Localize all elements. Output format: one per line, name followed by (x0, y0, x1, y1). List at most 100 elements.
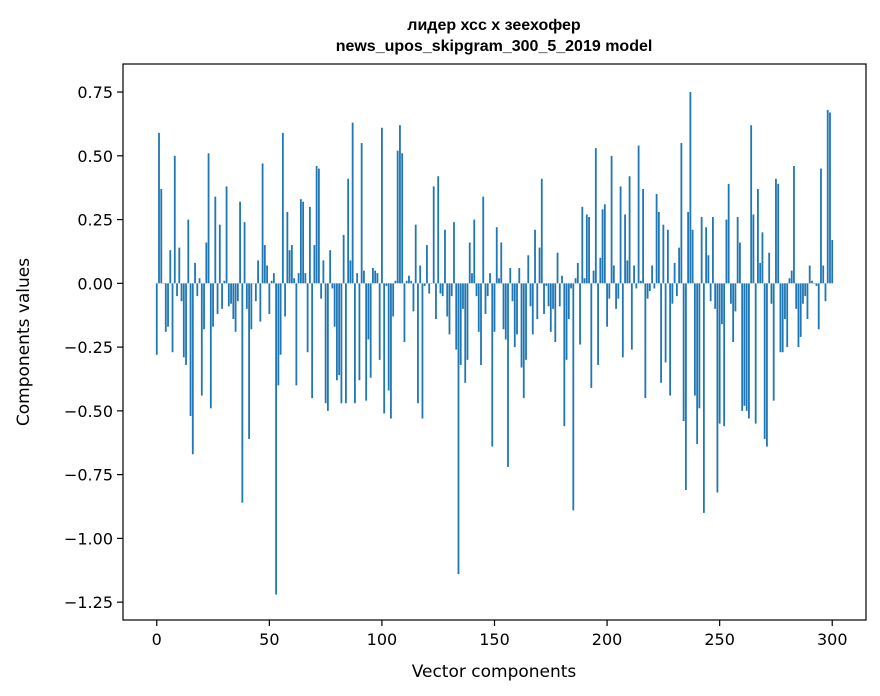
bar-89 (356, 273, 359, 284)
bar-77 (329, 250, 332, 284)
bar-19 (198, 278, 201, 284)
bar-75 (324, 283, 327, 404)
bar-64 (299, 199, 302, 284)
bar-180 (561, 275, 563, 284)
bar-190 (583, 278, 586, 284)
bar-68 (308, 206, 311, 284)
bar-48 (263, 245, 266, 284)
bar-5 (167, 283, 169, 327)
bar-169 (536, 283, 539, 320)
bar-39 (243, 222, 246, 284)
bar-116 (417, 283, 419, 404)
bar-280 (786, 283, 789, 348)
bar-94 (367, 283, 370, 340)
bar-65 (302, 201, 305, 284)
bar-23 (207, 153, 210, 284)
bar-152 (498, 278, 500, 284)
bar-154 (502, 283, 505, 330)
bar-11 (180, 283, 183, 302)
bar-207 (621, 283, 624, 358)
bar-260 (741, 283, 744, 411)
bar-230 (673, 262, 676, 284)
bar-186 (574, 278, 577, 284)
bar-202 (610, 155, 613, 284)
bar-173 (545, 283, 548, 286)
bar-85 (347, 178, 350, 284)
bar-30 (223, 280, 226, 284)
bar-104 (390, 283, 392, 419)
bar-170 (538, 247, 541, 284)
bar-291 (811, 280, 813, 284)
bar-100 (381, 127, 383, 284)
chart-subtitle: news_upos_skipgram_300_5_2019 model (336, 38, 653, 55)
bar-7 (171, 283, 174, 353)
bar-239 (693, 283, 696, 396)
bar-126 (439, 283, 442, 294)
bar-204 (615, 283, 617, 309)
bar-298 (826, 109, 829, 284)
bar-262 (745, 283, 748, 411)
bar-148 (489, 273, 491, 284)
bar-58 (286, 211, 289, 284)
bar-9 (176, 283, 178, 297)
bar-278 (781, 283, 784, 353)
bar-192 (588, 217, 590, 284)
bar-275 (775, 178, 777, 284)
bar-22 (205, 242, 208, 284)
bar-201 (608, 283, 611, 299)
bar-16 (191, 283, 194, 455)
x-tick-label: 200 (592, 630, 623, 649)
bar-95 (369, 283, 372, 378)
bar-171 (540, 178, 543, 284)
bar-17 (194, 262, 196, 284)
bar-33 (230, 283, 232, 304)
bar-271 (766, 283, 768, 447)
bar-183 (567, 283, 570, 320)
bar-246 (709, 283, 712, 302)
bar-60 (290, 245, 293, 284)
y-tick-label: 0.75 (77, 83, 113, 102)
bar-56 (281, 132, 284, 284)
bar-199 (603, 204, 606, 284)
bar-267 (757, 188, 759, 284)
bar-67 (306, 283, 309, 353)
bar-288 (804, 283, 807, 297)
bar-300 (831, 239, 834, 284)
bar-140 (471, 273, 473, 284)
bar-175 (549, 283, 552, 332)
bar-31 (225, 186, 228, 284)
bar-216 (642, 188, 644, 284)
bar-205 (617, 283, 620, 299)
bar-80 (335, 283, 338, 381)
bar-99 (378, 283, 381, 360)
bar-165 (527, 255, 530, 284)
bar-142 (475, 283, 478, 297)
bar-236 (687, 211, 690, 284)
bar-217 (644, 283, 647, 399)
bar-159 (513, 283, 516, 348)
bar-131 (450, 283, 453, 297)
bar-161 (518, 268, 521, 284)
bar-172 (543, 283, 545, 314)
bar-112 (408, 275, 410, 284)
bar-256 (732, 283, 735, 342)
bar-245 (707, 255, 710, 284)
bar-15 (189, 283, 192, 416)
bar-269 (761, 232, 764, 284)
bar-36 (236, 283, 239, 302)
bar-247 (712, 217, 714, 284)
bar-179 (558, 283, 561, 307)
bar-29 (221, 283, 223, 309)
bar-223 (657, 211, 660, 284)
x-axis-label: Vector components (412, 662, 577, 682)
bar-120 (426, 245, 428, 284)
bar-264 (750, 125, 753, 284)
bar-44 (254, 283, 257, 302)
bar-144 (480, 283, 482, 365)
bar-227 (666, 229, 669, 284)
chart-title: лидер хсс х зеехофер (407, 17, 581, 34)
bar-203 (612, 265, 615, 284)
bar-108 (399, 125, 401, 284)
bar-235 (684, 283, 687, 490)
bar-251 (721, 283, 723, 325)
